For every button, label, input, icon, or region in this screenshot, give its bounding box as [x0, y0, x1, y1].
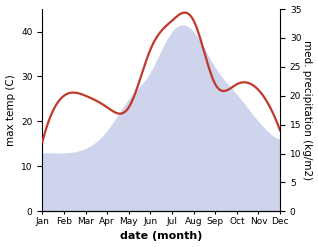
Y-axis label: med. precipitation (kg/m2): med. precipitation (kg/m2) — [302, 40, 313, 180]
Y-axis label: max temp (C): max temp (C) — [5, 74, 16, 146]
X-axis label: date (month): date (month) — [120, 231, 203, 242]
